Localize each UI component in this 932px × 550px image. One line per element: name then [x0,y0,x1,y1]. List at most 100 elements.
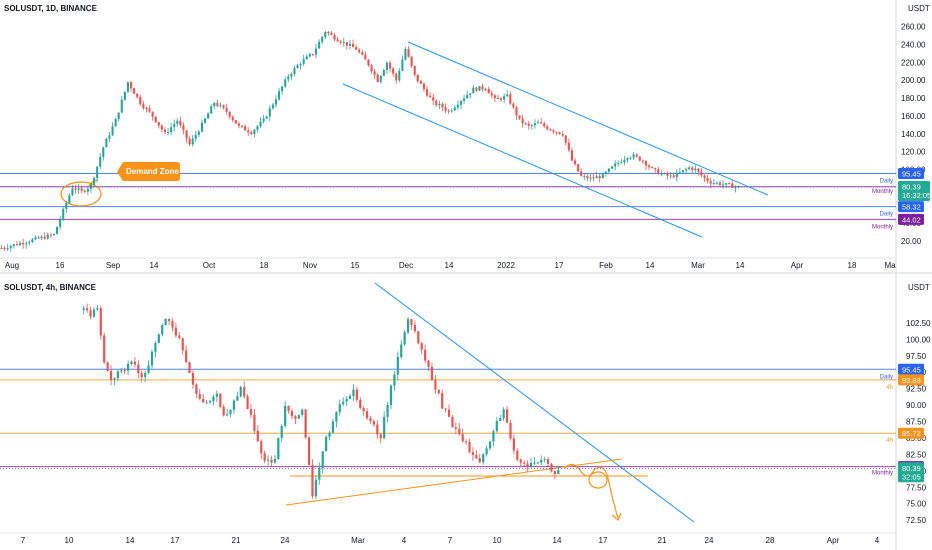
top-current-caption: Monthly [872,189,893,195]
top-candle-body [635,154,638,157]
bot-candle-body [290,410,294,417]
top-candle-body [487,88,490,94]
bot-candle-body [82,308,85,310]
bot-candle-body [509,422,512,439]
bot-candle-body [550,463,553,472]
top-candle-body [623,159,626,163]
bot-candle-body [246,396,249,410]
top-candle-body [638,156,641,161]
bot-candle-body [150,351,154,366]
top-candle-body [123,91,126,100]
top-x-tick-label: 18 [848,261,857,270]
top-x-tick-label: Aug [5,261,19,270]
top-candle-body [540,122,543,124]
top-candle-body [688,167,691,170]
top-candle-body [12,244,15,246]
bot-candle-body [113,378,116,380]
top-candle-body [129,82,133,89]
top-candle-body [83,190,86,192]
bot-candle-body [191,372,195,385]
top-candle-body [725,183,728,185]
top-candle-body [404,49,407,60]
top-candle-body [561,134,564,136]
top-candle-body [647,165,651,168]
top-candle-body [703,175,706,179]
bot-candle-body [495,421,498,432]
top-candle-body [148,108,151,112]
top-candle-body [376,74,379,82]
top-current-price: 80.39 [902,182,921,191]
top-candle-body [731,183,734,189]
top-candle-body [570,150,574,161]
bot-candle-body [331,421,335,433]
top-candle-body [721,184,725,186]
bot-candle-body [348,395,352,399]
bot-candle-body [557,469,560,475]
bot-candle-body [256,430,259,442]
top-candle-body [450,110,453,112]
top-candle-body [117,112,120,120]
top-candle-body [52,233,56,235]
top-candle-body [709,181,712,184]
bot-candle-body [536,462,539,464]
top-candle-body [447,110,450,112]
top-time-axis: Aug 16 Sep 14 Oct 18 Nov 15 Dec 14 2022 17 Feb 14 Mar 1… [5,261,896,270]
bot-candle-body [465,441,468,443]
top-candle-body [715,182,718,184]
bot-candle-body [328,432,331,437]
top-candle-body [530,125,533,127]
projection-circle [588,471,608,489]
bot-candle-body [161,325,164,335]
top-candle-body [262,118,265,122]
top-channel-lower-trendline [342,83,703,238]
top-x-tick-label: 14 [646,261,655,270]
top-candle-body [163,129,167,133]
top-candle-body [219,105,222,107]
bot-candle-body [447,409,451,417]
bot-candle-body [284,405,287,426]
top-candle-body [318,41,321,49]
bot-candle-body [294,416,297,419]
bot-candle-body [410,319,413,326]
top-candle-body [651,167,654,169]
bot-candle-body [516,450,519,460]
top-candle-body [583,176,586,178]
bot-candle-body [311,465,314,497]
top-candle-body [28,242,31,244]
bot-candle-body [400,344,403,358]
top-x-tick-label: Nov [303,261,317,270]
top-candle-body [43,236,46,239]
bot-candle-body [106,362,109,371]
top-candle-body [25,243,28,245]
top-candle-body [521,118,524,124]
bot-candle-body [482,454,485,463]
top-y-tick-label: 120.00 [901,148,926,157]
bot-candle-body [386,405,389,417]
bot-x-tick-label: 4 [402,536,407,545]
top-candle-body [210,106,213,114]
top-candle-body [65,202,68,209]
bot-candle-body [219,393,222,407]
top-candle-body [459,100,463,105]
top-candle-body [31,239,34,243]
top-candle-body [302,59,305,64]
top-candle-body [675,172,678,178]
bot-candle-body [181,338,184,351]
top-candle-body [373,71,376,75]
top-candle-body [197,131,200,135]
bot-candle-body [236,396,239,401]
top-candle-body [610,166,614,169]
bot-current-caption: Monthly [872,470,893,476]
top-candle-body [515,107,518,116]
top-candle-body [413,65,416,75]
top-candle-body [379,75,382,82]
bot-countdown: 32:05 [902,472,921,481]
top-candle-body [213,103,216,107]
top-candle-body [416,74,419,82]
top-candle-body [231,117,234,121]
bot-candle-body [406,319,410,333]
top-candle-body [663,173,666,175]
demand-zone-circle [60,181,102,207]
top-candle-body [552,130,555,132]
bot-candle-body [362,408,365,412]
